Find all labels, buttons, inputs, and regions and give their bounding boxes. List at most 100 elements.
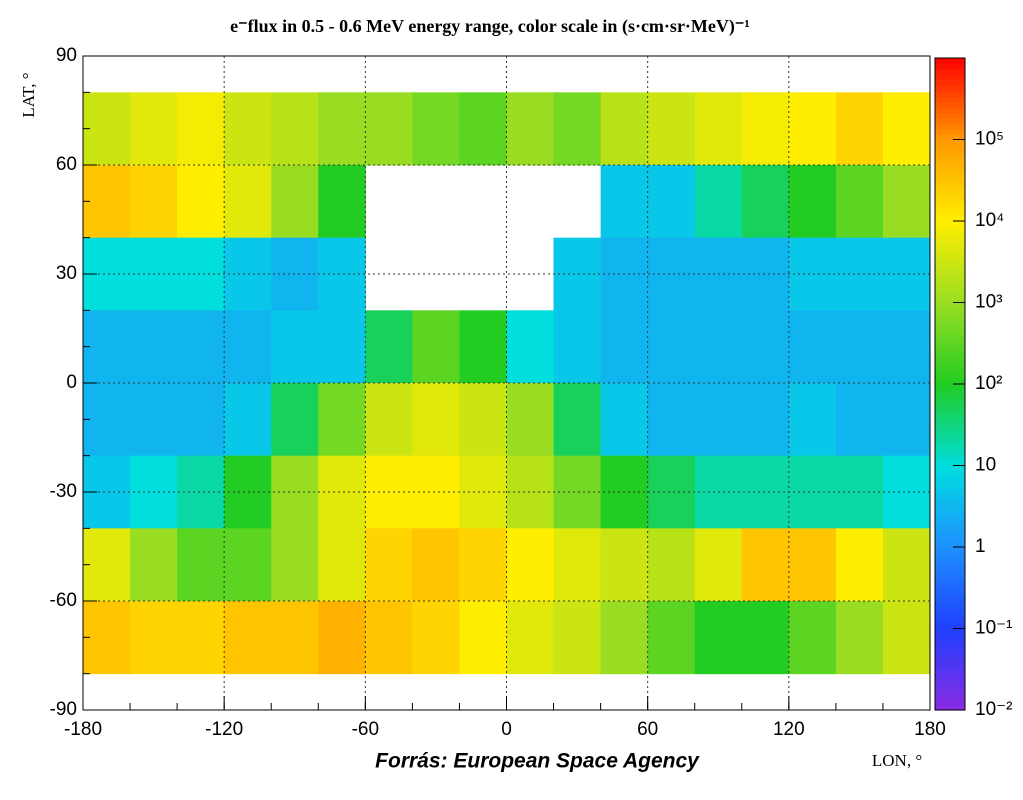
colorbar-segment	[935, 302, 965, 309]
colorbar-segment	[935, 226, 965, 233]
y-tick-label: 90	[56, 45, 77, 66]
heat-cell	[177, 528, 225, 602]
colorbar-segment	[935, 248, 965, 255]
colorbar-segment	[935, 96, 965, 103]
x-tick-label: -180	[64, 719, 102, 740]
colorbar-segment	[935, 394, 965, 401]
heat-cell	[647, 310, 696, 384]
heat-cell	[741, 92, 790, 166]
colorbar-segment	[935, 633, 965, 640]
heat-cell	[647, 165, 696, 239]
heat-cell	[177, 601, 225, 675]
colorbar-segment	[935, 677, 965, 684]
colorbar-segment	[935, 416, 965, 423]
axes: -180 -120 -60 0 60 120 180 -90 -60 -30 0 30 60 90 10⁻²…	[50, 45, 1013, 740]
heat-cell	[224, 92, 272, 166]
heat-cell	[553, 92, 602, 166]
heat-cell	[412, 383, 460, 457]
heat-cell	[600, 92, 649, 166]
heat-cell	[130, 601, 178, 675]
colorbar-segment	[935, 237, 965, 244]
colorbar-segment	[935, 172, 965, 179]
heat-cell	[459, 310, 507, 384]
heat-cell	[271, 92, 319, 166]
heat-cell	[271, 383, 319, 457]
heat-cell	[506, 528, 555, 602]
colorbar-segment	[935, 617, 965, 624]
heat-cell	[788, 383, 837, 457]
colorbar-segment	[935, 595, 965, 602]
heat-cell	[365, 92, 413, 166]
heat-cell	[177, 310, 225, 384]
heat-cell	[788, 601, 837, 675]
y-tick-label: 0	[66, 372, 77, 393]
heat-cell	[600, 310, 649, 384]
colorbar-segment	[935, 215, 965, 222]
colorbar-tick-label: 10²	[975, 373, 1002, 394]
chart-title: e⁻flux in 0.5 - 0.6 MeV energy range, co…	[230, 16, 750, 37]
heat-cell	[647, 92, 696, 166]
heat-cell	[177, 92, 225, 166]
colorbar-segment	[935, 367, 965, 374]
colorbar-segment	[935, 139, 965, 146]
colorbar-segment	[935, 671, 965, 678]
heat-cell	[788, 310, 837, 384]
heat-cell	[553, 601, 602, 675]
y-tick-label: 60	[56, 154, 77, 175]
heat-cell	[365, 310, 413, 384]
heat-cell	[365, 601, 413, 675]
colorbar-segment	[935, 693, 965, 700]
colorbar-segment	[935, 280, 965, 287]
colorbar-segment	[935, 182, 965, 189]
heat-cell	[835, 528, 884, 602]
heat-cell	[835, 601, 884, 675]
heat-cell	[318, 528, 366, 602]
heat-cell	[459, 383, 507, 457]
heat-cell	[224, 528, 272, 602]
heat-cell	[318, 455, 366, 529]
heat-cell	[83, 601, 131, 675]
heat-cell	[224, 601, 272, 675]
heat-cell	[365, 383, 413, 457]
colorbar-segment	[935, 623, 965, 630]
colorbar-segment	[935, 340, 965, 347]
heat-cell	[741, 383, 790, 457]
heat-cell	[83, 383, 131, 457]
heat-cell	[741, 601, 790, 675]
colorbar-segment	[935, 579, 965, 586]
colorbar-segment	[935, 650, 965, 657]
colorbar-segment	[935, 487, 965, 494]
colorbar-segment	[935, 465, 965, 472]
heat-cell	[553, 310, 602, 384]
heat-cell	[130, 310, 178, 384]
heat-cell	[318, 601, 366, 675]
heat-cell	[506, 383, 555, 457]
colorbar-segment	[935, 112, 965, 119]
colorbar-segment	[935, 291, 965, 298]
colorbar-segment	[935, 470, 965, 477]
heat-cell	[694, 528, 743, 602]
colorbar-segment	[935, 492, 965, 499]
heat-cell	[882, 455, 931, 529]
heat-cell	[788, 165, 837, 239]
colorbar-segment	[935, 639, 965, 646]
colorbar-tick-label: 10⁵	[975, 129, 1004, 150]
heat-cell	[130, 92, 178, 166]
heat-cell	[553, 528, 602, 602]
heat-cell	[882, 310, 931, 384]
colorbar-segment	[935, 682, 965, 689]
colorbar-segment	[935, 74, 965, 81]
heat-cell	[882, 92, 931, 166]
heat-cell	[882, 601, 931, 675]
colorbar-segment	[935, 460, 965, 467]
heat-cell	[694, 310, 743, 384]
heat-cell	[130, 383, 178, 457]
colorbar-segment	[935, 688, 965, 695]
heat-cell	[741, 310, 790, 384]
heat-cell	[83, 92, 131, 166]
colorbar-segment	[935, 199, 965, 206]
heat-cell	[83, 528, 131, 602]
colorbar-segment	[935, 356, 965, 363]
heat-cell	[271, 165, 319, 239]
colorbar-segment	[935, 345, 965, 352]
